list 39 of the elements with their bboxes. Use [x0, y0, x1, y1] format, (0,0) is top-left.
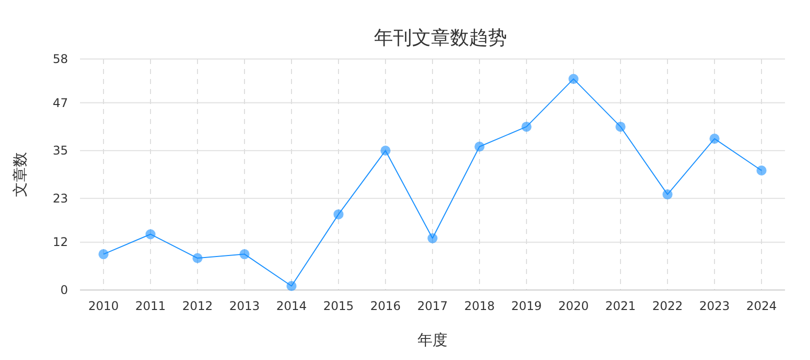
y-tick-label: 47: [52, 96, 68, 110]
y-tick-label: 58: [52, 52, 68, 66]
y-tick-label: 35: [52, 144, 68, 158]
y-tick-label: 23: [52, 191, 68, 206]
x-tick-label: 2011: [135, 299, 166, 313]
point: [192, 253, 202, 264]
point: [146, 229, 156, 240]
x-tick-label: 2010: [88, 299, 119, 313]
x-tick-label: 2014: [276, 299, 307, 313]
x-tick-label: 2023: [699, 299, 730, 313]
point: [662, 189, 672, 200]
point: [522, 122, 532, 132]
y-tick-label: 12: [52, 235, 68, 250]
x-tick-label: 2022: [652, 299, 683, 313]
x-tick-label: 2018: [464, 299, 495, 313]
point: [334, 209, 344, 220]
x-tick-label: 2020: [558, 299, 589, 313]
point: [710, 134, 720, 144]
point: [380, 146, 390, 156]
point: [240, 249, 250, 260]
x-tick-label: 2015: [323, 299, 354, 313]
x-tick-label: 2021: [605, 299, 636, 313]
point: [286, 281, 296, 292]
chart-title: 年刊文章数趋势: [374, 27, 507, 49]
x-tick-label: 2013: [229, 299, 260, 313]
point: [474, 142, 484, 152]
x-tick-label: 2016: [370, 299, 401, 313]
x-axis-title: 年度: [418, 331, 448, 349]
point: [568, 74, 578, 84]
x-tick-label: 2012: [182, 299, 213, 313]
x-tick-label: 2019: [511, 299, 542, 313]
point: [428, 233, 438, 244]
y-tick-label: 0: [60, 283, 68, 297]
point: [98, 249, 108, 260]
x-tick-label: 2024: [746, 299, 777, 313]
point: [616, 122, 626, 132]
point: [756, 166, 766, 176]
x-tick-label: 2017: [417, 299, 448, 313]
y-axis-title: 文章数: [11, 152, 29, 197]
